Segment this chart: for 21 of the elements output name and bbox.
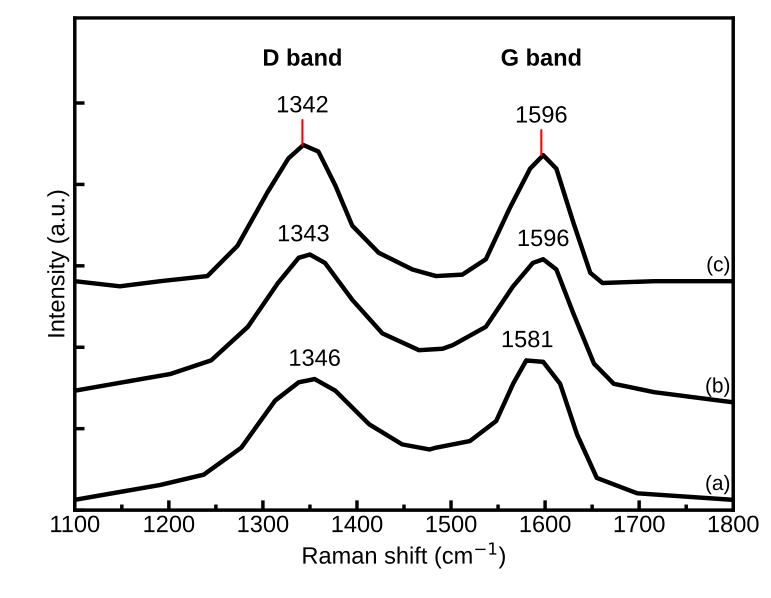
annotation: 1596 [518, 230, 568, 246]
annotation: 1596 [516, 106, 567, 123]
x-tick-label: 1500 [426, 516, 476, 532]
y-axis-title: Intensity (a.u.) [47, 190, 70, 337]
series-label: (a) [706, 474, 730, 494]
x-tick-label: 1300 [238, 516, 288, 532]
series-label: (c) [707, 256, 730, 276]
annotation: 1346 [290, 349, 340, 366]
x-tick-label: 1800 [708, 516, 759, 532]
x-tick-label: 1400 [332, 516, 382, 532]
x-tick-label: 1200 [144, 516, 194, 532]
x-tick-label: 1600 [520, 516, 570, 532]
text: D band [264, 48, 341, 66]
x-tick-label: 1100 [51, 516, 100, 532]
text: G band [502, 48, 580, 66]
series-label: (b) [706, 377, 730, 397]
annotation: 1343 [278, 224, 329, 242]
annotation: 1342 [278, 96, 328, 113]
x-tick-label: 1700 [614, 516, 664, 532]
annotation: 1581 [502, 330, 552, 348]
x-axis-title: Raman shift (cm$^{−1}$) [303, 542, 505, 568]
